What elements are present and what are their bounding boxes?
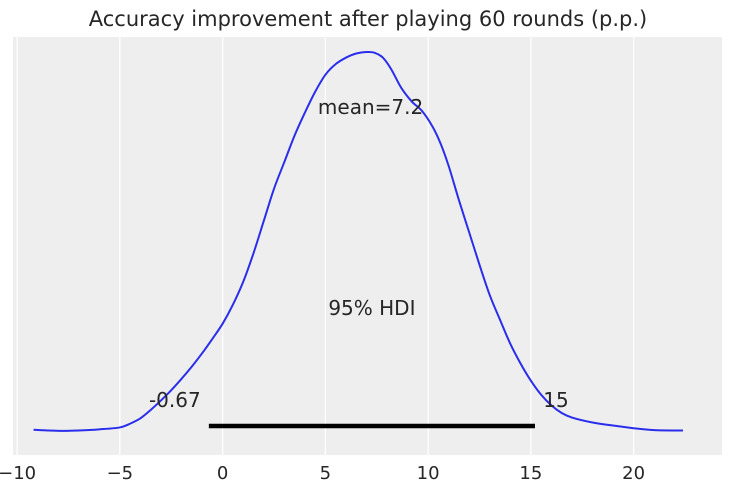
x-tick-label: 20 <box>622 463 645 484</box>
x-tick-label: −10 <box>0 463 36 484</box>
x-tick-label: 5 <box>320 463 331 484</box>
hdi-annotation: 95% HDI <box>328 296 415 320</box>
x-tick-label: −5 <box>107 463 134 484</box>
mean-annotation: mean=7.2 <box>318 95 423 119</box>
chart-title: Accuracy improvement after playing 60 ro… <box>89 7 647 31</box>
x-tick-label: 10 <box>417 463 440 484</box>
x-axis-ticks: −10 −5 0 5 10 15 20 <box>0 463 645 484</box>
x-tick-label: 0 <box>217 463 228 484</box>
hdi-low-label: -0.67 <box>149 388 201 412</box>
hdi-high-label: 15 <box>543 388 568 412</box>
plot-area-background <box>13 37 722 455</box>
grid-lines <box>16 37 635 455</box>
density-curve <box>33 50 683 432</box>
x-tick-label: 15 <box>519 463 542 484</box>
